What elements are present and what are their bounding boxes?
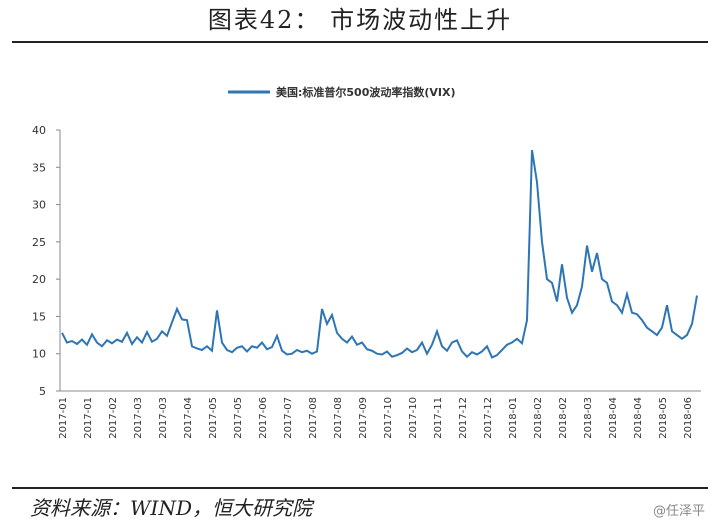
x-tick-label: 2017-12 <box>483 397 494 439</box>
x-tick-label: 2017-08 <box>308 397 319 439</box>
x-tick-label: 2018-03 <box>583 397 594 439</box>
y-tick-label: 35 <box>32 161 46 174</box>
x-tick-label: 2017-07 <box>283 397 294 439</box>
y-tick-label: 30 <box>32 199 46 212</box>
watermark: @任泽平 <box>653 504 705 519</box>
x-tick-label: 2018-05 <box>658 397 669 439</box>
x-tick-label: 2017-05 <box>233 397 244 439</box>
page-title: 图表42： 市场波动性上升 <box>208 6 512 34</box>
x-tick-label: 2017-08 <box>333 397 344 439</box>
x-tick-label: 2018-02 <box>533 397 544 439</box>
x-tick-label: 2017-10 <box>383 397 394 439</box>
source: 资料来源：WIND，恒大研究院 <box>30 496 315 520</box>
x-tick-label: 2018-01 <box>508 397 519 439</box>
y-tick-label: 25 <box>32 236 46 249</box>
x-tick-label: 2017-11 <box>433 397 444 439</box>
legend-label: 美国:标准普尔500波动率指数(VIX) <box>276 85 456 99</box>
x-tick-label: 2017-01 <box>83 397 94 439</box>
x-tick-label: 2017-01 <box>58 397 69 439</box>
y-tick-label: 15 <box>32 310 46 323</box>
x-tick-label: 2017-10 <box>408 397 419 439</box>
x-tick-label: 2017-09 <box>358 397 369 439</box>
y-tick-label: 5 <box>39 385 46 398</box>
x-tick-label: 2017-04 <box>183 397 194 439</box>
y-tick-label: 20 <box>32 273 46 286</box>
x-tick-label: 2017-03 <box>158 397 169 439</box>
y-tick-label: 10 <box>32 348 46 361</box>
x-tick-label: 2017-06 <box>258 397 269 439</box>
y-tick-label: 40 <box>32 124 46 137</box>
x-tick-label: 2017-12 <box>458 397 469 439</box>
x-tick-label: 2018-06 <box>683 397 694 439</box>
x-tick-label: 2018-04 <box>608 397 619 439</box>
x-tick-label: 2017-05 <box>208 397 219 439</box>
series-line <box>61 149 698 359</box>
x-tick-label: 2017-03 <box>133 397 144 439</box>
x-tick-label: 2018-04 <box>633 397 644 439</box>
x-tick-label: 2017-02 <box>108 397 119 439</box>
x-tick-label: 2018-02 <box>558 397 569 439</box>
